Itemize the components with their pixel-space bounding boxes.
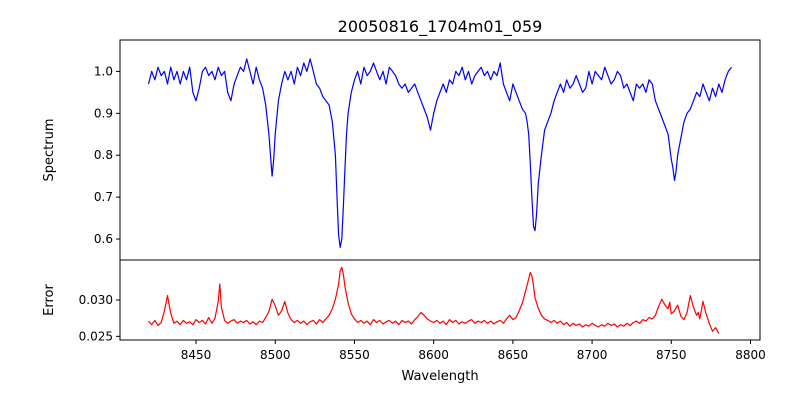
error-y-ticks: 0.025 0.030 [79, 293, 120, 343]
x-tick-label: 8550 [339, 348, 370, 362]
error-panel: 0.025 0.030 Error [42, 259, 761, 343]
error-series-line [148, 266, 720, 334]
chart-title: 20050816_1704m01_059 [338, 17, 543, 37]
x-tick-label: 8800 [735, 348, 766, 362]
error-plot-area [148, 266, 720, 334]
x-tick-label: 8650 [498, 348, 529, 362]
spectrum-y-tick-label: 0.9 [94, 106, 113, 120]
error-y-tick-label: 0.030 [79, 293, 113, 307]
spectrum-y-tick-label: 1.0 [94, 64, 113, 78]
x-axis-ticks: 8450 8500 8550 8600 8650 8700 8750 8800 [181, 340, 766, 362]
spectrum-series-line [147, 58, 732, 248]
x-tick-label: 8500 [260, 348, 291, 362]
spectrum-y-tick-label: 0.8 [94, 148, 113, 162]
x-tick-label: 8750 [656, 348, 687, 362]
spectrum-y-ticks: 0.6 0.7 0.8 0.9 1.0 [94, 64, 120, 246]
spectrum-y-tick-label: 0.6 [94, 232, 113, 246]
x-axis-label: Wavelength [401, 369, 478, 384]
spectrum-y-tick-label: 0.7 [94, 190, 113, 204]
x-tick-label: 8700 [577, 348, 608, 362]
x-tick-label: 8450 [181, 348, 212, 362]
error-y-axis-label: Error [42, 284, 57, 316]
error-y-tick-label: 0.025 [79, 329, 113, 343]
spectrum-y-axis-label: Spectrum [42, 119, 57, 182]
x-tick-label: 8600 [418, 348, 449, 362]
spectrum-plot-area [147, 58, 732, 248]
